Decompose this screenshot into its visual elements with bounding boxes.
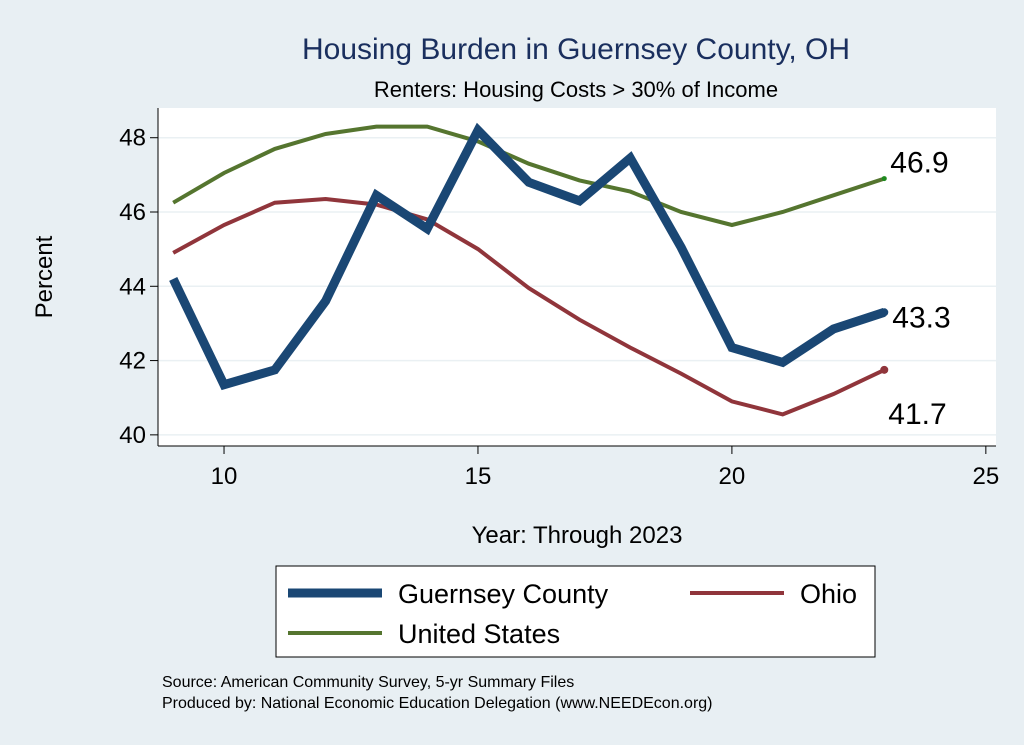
legend-label-guernsey-county: Guernsey County (398, 579, 609, 609)
end-label-ohio: 41.7 (888, 398, 946, 431)
y-axis: 40 42 44 46 48 (119, 108, 159, 449)
x-axis-title: Year: Through 2023 (472, 522, 683, 549)
source-note: Source: American Community Survey, 5-yr … (162, 674, 574, 691)
y-axis-title: Percent (31, 235, 58, 318)
x-tick-label-10: 10 (211, 463, 238, 490)
x-tick-label-20: 20 (719, 463, 746, 490)
y-tick-label-40: 40 (119, 422, 146, 449)
plot-area (158, 108, 996, 446)
series-line-guernsey-county (169, 122, 886, 391)
x-tick-label-25: 25 (972, 463, 999, 490)
series-end-point-ohio (880, 365, 889, 374)
legend-label-ohio: Ohio (800, 579, 857, 609)
y-tick-label-46: 46 (119, 199, 146, 226)
legend: Guernsey County Ohio United States (275, 565, 876, 658)
series-line-ohio (172, 196, 886, 417)
series-end-point-united-states (881, 176, 887, 182)
series-lines (169, 122, 889, 417)
end-label-united-states: 46.9 (890, 147, 948, 180)
chart-title: Housing Burden in Guernsey County, OH (302, 33, 850, 66)
legend-label-united-states: United States (398, 619, 560, 649)
x-tick-label-15: 15 (465, 463, 492, 490)
end-labels: 43.3 41.7 46.9 (888, 147, 950, 431)
producer-note: Produced by: National Economic Education… (162, 695, 713, 712)
chart-subtitle: Renters: Housing Costs > 30% of Income (374, 77, 778, 102)
x-axis: 10 15 20 25 (158, 445, 999, 490)
series-line-united-states (172, 124, 885, 228)
series-end-point-guernsey-county (880, 308, 889, 317)
y-tick-label-48: 48 (119, 125, 146, 152)
gridlines (158, 136, 996, 436)
legend-box (275, 565, 876, 658)
end-label-guernsey-county: 43.3 (892, 301, 950, 334)
y-tick-label-44: 44 (119, 273, 146, 300)
y-tick-label-42: 42 (119, 348, 146, 375)
